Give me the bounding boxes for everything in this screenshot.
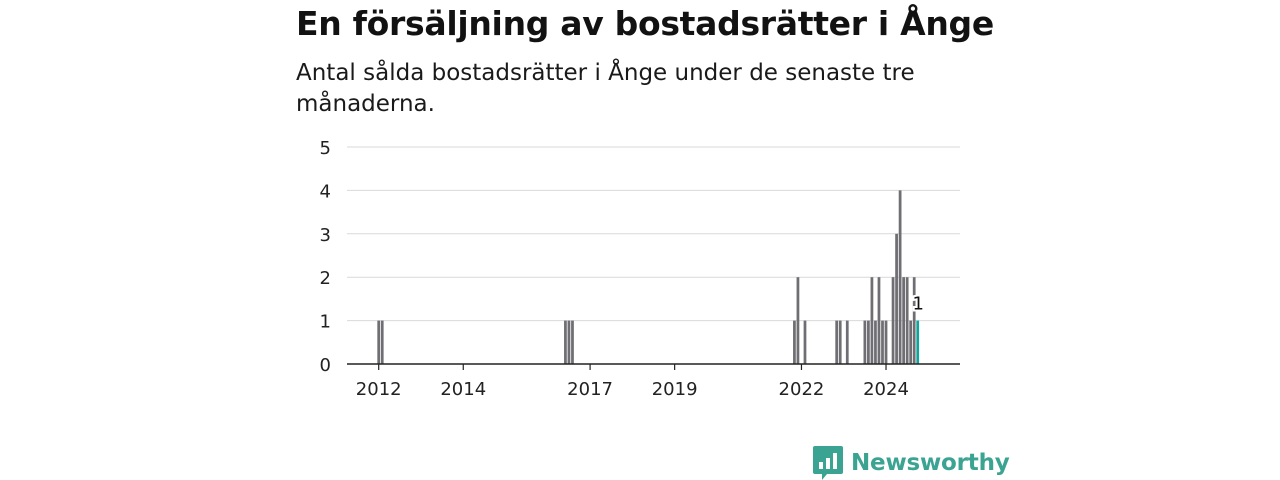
y-tick-label: 2 bbox=[320, 268, 331, 289]
highlight-value-label: 1 bbox=[912, 294, 923, 315]
y-tick-label: 5 bbox=[320, 138, 331, 159]
bar bbox=[877, 277, 881, 364]
brand-name: Newsworthy bbox=[851, 450, 1010, 476]
bar bbox=[845, 320, 849, 364]
x-tick-label: 2024 bbox=[863, 379, 909, 400]
bar bbox=[884, 320, 888, 364]
bar bbox=[870, 277, 874, 364]
x-tick-label: 2019 bbox=[652, 379, 698, 400]
x-axis-ticks: 2012 2014 2017 2019 2022 2024 bbox=[356, 364, 909, 400]
x-tick-label: 2017 bbox=[567, 379, 613, 400]
bar-chart-speech-bubble-icon bbox=[813, 446, 843, 480]
y-axis-ticks: 0 1 2 3 4 5 bbox=[320, 138, 331, 376]
chart-title: En försäljning av bostadsrätter i Ånge bbox=[296, 4, 994, 43]
y-tick-label: 3 bbox=[320, 225, 331, 246]
bar bbox=[905, 277, 909, 364]
bar bbox=[863, 320, 867, 364]
x-tick-label: 2022 bbox=[779, 379, 825, 400]
newsworthy-brand[interactable]: Newsworthy bbox=[813, 446, 1010, 480]
bar bbox=[567, 320, 571, 364]
chart-subtitle: Antal sålda bostadsrätter i Ånge under d… bbox=[296, 60, 915, 117]
highlight-bar bbox=[916, 320, 920, 364]
bar bbox=[898, 190, 902, 364]
bar bbox=[891, 277, 895, 364]
bars bbox=[377, 190, 920, 364]
annotations: 1 bbox=[910, 292, 925, 317]
bar bbox=[881, 320, 884, 364]
bar bbox=[803, 320, 807, 364]
y-tick-label: 4 bbox=[320, 181, 331, 202]
bar bbox=[377, 320, 381, 364]
x-tick-label: 2012 bbox=[356, 379, 402, 400]
grid-lines bbox=[347, 146, 960, 322]
y-tick-label: 0 bbox=[320, 355, 331, 376]
bar bbox=[909, 320, 913, 364]
y-tick-label: 1 bbox=[320, 312, 331, 333]
bar bbox=[838, 320, 842, 364]
bar bbox=[835, 320, 839, 364]
bar bbox=[895, 233, 898, 364]
bar bbox=[564, 320, 567, 364]
bar bbox=[912, 277, 916, 364]
bar bbox=[793, 320, 796, 364]
x-tick-label: 2014 bbox=[440, 379, 486, 400]
bar bbox=[796, 277, 800, 364]
bar bbox=[380, 320, 384, 364]
bar bbox=[867, 320, 870, 364]
bar bbox=[874, 320, 877, 364]
bar bbox=[571, 320, 574, 364]
bar bbox=[902, 277, 906, 364]
